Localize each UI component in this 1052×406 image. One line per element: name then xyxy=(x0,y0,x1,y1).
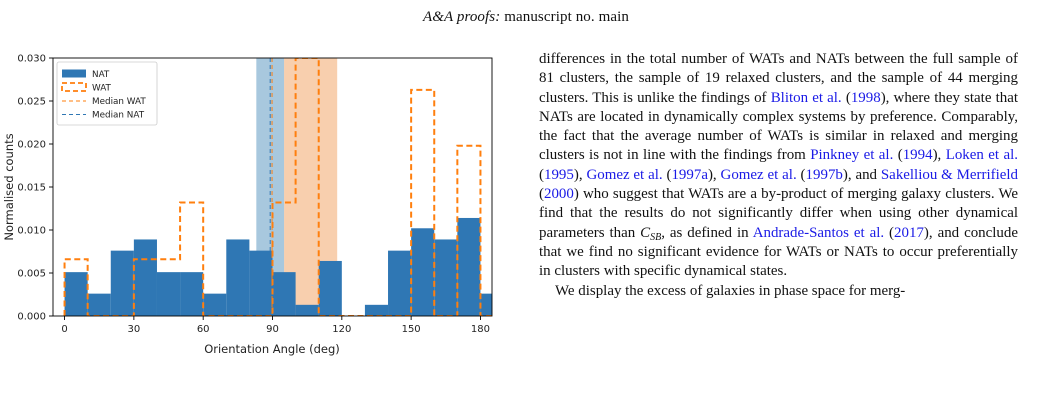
orientation-histogram-figure: 0 30 60 90 120 150 180 0.0000.0050.0100.0150.0… xyxy=(2,54,493,356)
manuscript-id: manuscript no. main xyxy=(504,9,629,25)
text-run: , as defined in xyxy=(661,224,753,241)
x-tick-label: 30 xyxy=(128,324,141,335)
citation-link[interactable]: Sakelliou & Merrifield xyxy=(880,166,1019,183)
nat-bar xyxy=(434,239,458,316)
nat-bar xyxy=(318,260,342,316)
y-axis-label: Normalised counts xyxy=(2,133,16,240)
legend-swatch-nat xyxy=(62,69,86,78)
x-tick-label: 0 xyxy=(61,324,67,335)
wat-histogram xyxy=(63,58,492,316)
running-header: A&A proofs: manuscript no. main xyxy=(0,9,1052,26)
paragraph-dynamical-states: differences in the total number of WATs … xyxy=(539,50,1018,282)
nat-bar xyxy=(480,293,492,316)
legend-entry: Median NAT xyxy=(92,111,145,121)
citation-link[interactable]: Bliton et al. xyxy=(770,89,842,106)
x-tick-label: 60 xyxy=(197,324,210,335)
nat-bar xyxy=(411,228,435,316)
median-lines xyxy=(269,58,273,316)
citation-link[interactable]: 1997b xyxy=(805,166,843,183)
y-tick-label: 0.025 xyxy=(17,97,46,108)
journal-name: A&A proofs: xyxy=(422,9,501,25)
citation-link[interactable]: 1994 xyxy=(902,147,933,164)
citation-link[interactable]: 2017 xyxy=(894,224,924,241)
citation-link[interactable]: 1995 xyxy=(543,166,574,183)
citation-link[interactable]: Pinkney et al. xyxy=(810,147,894,164)
citation-link[interactable]: 2000 xyxy=(543,186,574,203)
citation-link[interactable]: Andrade-Santos et al. xyxy=(752,224,885,241)
citation-link[interactable]: 1997a xyxy=(671,166,708,183)
legend: NAT WAT Median WAT Median NAT xyxy=(56,61,158,126)
legend-entry: Median WAT xyxy=(92,97,146,107)
nat-bar xyxy=(87,293,111,316)
text-run: ), and conclude that we find no signific… xyxy=(539,224,1018,280)
citation-link[interactable]: Gomez et al. xyxy=(586,166,663,183)
math-subscript: SB xyxy=(650,231,662,243)
text-run: ( xyxy=(539,166,544,183)
text-run: ), xyxy=(707,166,721,183)
x-tick-label: 90 xyxy=(266,324,279,335)
text-run: ), and xyxy=(842,166,881,183)
body-text-column: differences in the total number of WATs … xyxy=(539,50,1018,301)
text-run: ) who suggest that WATs are a by-product… xyxy=(539,186,1018,241)
nat-bar xyxy=(249,250,273,316)
citation-link[interactable]: Gomez et al. xyxy=(720,166,797,183)
y-axis-ticks: 0.000 0.005 0.010 0.015 0.020 0.025 0.030 xyxy=(17,54,53,323)
text-run: ( xyxy=(841,89,851,106)
legend-entry: WAT xyxy=(92,84,112,94)
citation-link[interactable]: 1998 xyxy=(850,89,881,106)
math-base: C xyxy=(640,224,651,241)
x-axis-label: Orientation Angle (deg) xyxy=(204,342,340,356)
nat-histogram xyxy=(64,217,492,316)
nat-bar xyxy=(156,272,181,316)
text-run: ( xyxy=(884,224,895,241)
nat-bar xyxy=(388,250,412,316)
text-run: ( xyxy=(662,166,672,183)
x-axis-ticks: 0 30 60 90 120 150 180 xyxy=(61,316,490,335)
nat-bar xyxy=(226,239,250,316)
nat-bar xyxy=(295,304,319,316)
x-tick-label: 120 xyxy=(332,324,351,335)
text-run: ), xyxy=(932,147,946,164)
nat-bar xyxy=(203,293,227,316)
nat-bar xyxy=(110,250,134,316)
wat-step-line xyxy=(63,58,492,316)
y-tick-label: 0.010 xyxy=(17,226,46,237)
math-symbol: CSB xyxy=(640,224,662,243)
text-run: ( xyxy=(796,166,806,183)
nat-bar xyxy=(272,272,296,316)
text-run: ), xyxy=(573,166,587,183)
text-run: differences in the total number of WATs … xyxy=(539,51,1018,106)
y-tick-label: 0.000 xyxy=(17,312,46,323)
y-tick-label: 0.015 xyxy=(17,183,46,194)
legend-box xyxy=(56,61,158,126)
y-tick-label: 0.030 xyxy=(17,54,46,65)
text-run: ( xyxy=(893,147,903,164)
paragraph-phase-space: We display the excess of galaxies in pha… xyxy=(555,282,906,299)
text-run: ), where they state that NATs are locate… xyxy=(539,89,1018,164)
nat-bar xyxy=(180,272,204,316)
y-tick-label: 0.020 xyxy=(17,140,46,151)
nat-bar xyxy=(364,304,389,316)
x-tick-label: 150 xyxy=(402,324,421,335)
legend-swatch-wat xyxy=(61,82,87,92)
legend-entry: NAT xyxy=(92,70,110,80)
nat-bar xyxy=(457,217,481,316)
nat-bar xyxy=(64,272,88,316)
nat-bar xyxy=(133,239,157,316)
x-tick-label: 180 xyxy=(471,324,490,335)
y-tick-label: 0.005 xyxy=(17,269,46,280)
text-run: ( xyxy=(539,186,544,203)
citation-link[interactable]: Loken et al. xyxy=(945,147,1018,164)
